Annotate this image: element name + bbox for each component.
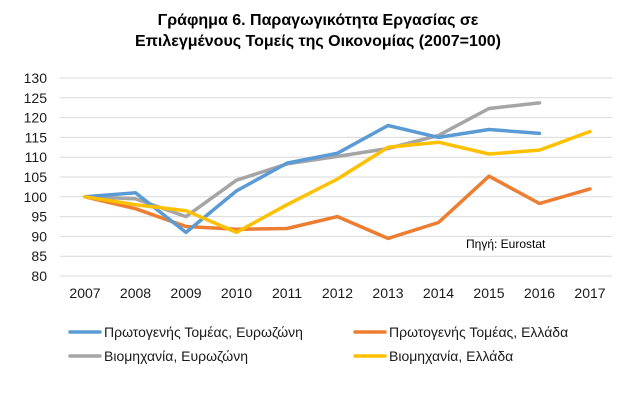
legend: Πρωτογενής Τομέας, Ευρωζώνη Πρωτογενής Το… (68, 324, 568, 364)
series-4-line (83, 129, 592, 235)
y-tick-label-130: 130 (24, 70, 48, 86)
chart-title-line-1: Γράφημα 6. Παραγωγικότητα Εργασίας σε (157, 12, 479, 29)
legend-item-4: Βιομηχανία, Ελλάδα (353, 348, 513, 364)
y-tick-label-100: 100 (24, 189, 48, 205)
legend-label-3: Βιομηχανία, Ευρωζώνη (104, 348, 248, 364)
y-tick-label-90: 90 (31, 228, 47, 244)
y-tick-label-95: 95 (31, 209, 47, 225)
series-lines (83, 101, 592, 241)
y-tick-label-125: 125 (24, 90, 48, 106)
y-tick-label-110: 110 (25, 149, 48, 165)
x-axis-tick-labels: 2007 2008 2009 2010 2011 2012 2013 2014 2015 2016… (69, 285, 605, 301)
x-tick-label-2009: 2009 (170, 285, 201, 301)
x-tick-label-2011: 2011 (272, 285, 302, 301)
legend-item-1: Πρωτογενής Τομέας, Ευρωζώνη (68, 324, 303, 340)
y-tick-label-105: 105 (24, 169, 48, 185)
x-tick-label-2015: 2015 (473, 285, 504, 301)
source-annotation: Πηγή: Eurostat (466, 237, 546, 251)
legend-item-2: Πρωτογενής Τομέας, Ελλάδα (353, 324, 568, 340)
x-tick-label-2017: 2017 (574, 285, 605, 301)
y-tick-label-80: 80 (31, 268, 47, 284)
legend-label-4: Βιομηχανία, Ελλάδα (389, 348, 513, 364)
legend-label-2: Πρωτογενής Τομέας, Ελλάδα (389, 324, 568, 340)
y-tick-label-120: 120 (24, 110, 48, 126)
y-axis-tick-labels: 80 85 90 95 100 105 110 115 120 125 130 (24, 70, 48, 284)
x-tick-label-2013: 2013 (372, 285, 403, 301)
series-1-line (83, 123, 542, 235)
legend-label-1: Πρωτογενής Τομέας, Ευρωζώνη (104, 324, 303, 340)
chart-title-line-2: Επιλεγμένους Τομείς της Οικονομίας (2007… (135, 33, 501, 50)
chart-title: Γράφημα 6. Παραγωγικότητα Εργασίας σε Επ… (0, 10, 636, 52)
x-tick-label-2008: 2008 (120, 285, 151, 301)
gridlines (60, 77, 612, 277)
x-tick-label-2016: 2016 (524, 285, 555, 301)
x-tick-label-2010: 2010 (221, 285, 252, 301)
x-tick-label-2012: 2012 (322, 285, 353, 301)
y-tick-label-115: 115 (25, 129, 48, 145)
legend-item-3: Βιομηχανία, Ευρωζώνη (68, 348, 248, 364)
y-tick-label-85: 85 (31, 248, 47, 264)
x-tick-label-2014: 2014 (423, 285, 454, 301)
x-tick-label-2007: 2007 (69, 285, 100, 301)
